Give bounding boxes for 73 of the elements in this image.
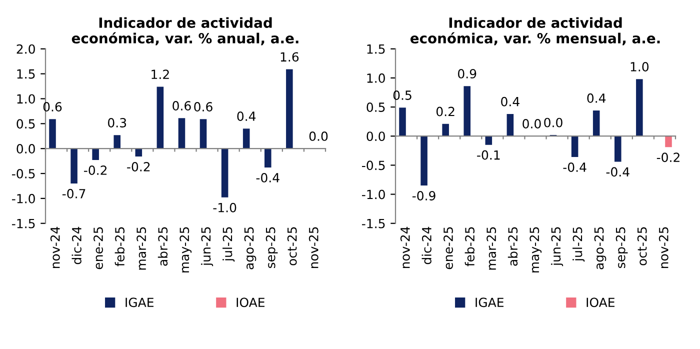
data-label: -0.4 xyxy=(606,167,630,177)
x-tick-label: ene-25 xyxy=(94,227,103,270)
data-label: 0.4 xyxy=(237,112,256,121)
y-tick-label: 0.5 xyxy=(16,119,35,129)
x-tick-label: jul-25 xyxy=(222,227,235,262)
legend-label: IGAE xyxy=(476,298,504,308)
data-label: 0.0 xyxy=(309,131,328,141)
chart-title: Indicador de actividad económica, var. % mensual, a.e. xyxy=(410,17,660,46)
y-tick-label: -0.5 xyxy=(362,160,385,170)
x-tick-label: may-25 xyxy=(180,227,192,272)
x-tick-label: nov-25 xyxy=(308,227,318,268)
y-tick-label: 0.5 xyxy=(366,102,385,112)
x-tick-label: mar-25 xyxy=(136,227,146,270)
data-label: 0.0 xyxy=(544,118,562,128)
x-tick-label: abr-25 xyxy=(158,227,168,266)
x-tick-label: oct-25 xyxy=(287,227,297,266)
legend-label: IGAE xyxy=(126,298,154,308)
data-label: -0.9 xyxy=(412,191,436,200)
y-tick-label: -1.0 xyxy=(12,194,35,204)
x-tick-label: jun-25 xyxy=(200,227,214,266)
x-tick-label: nov-24 xyxy=(400,226,410,268)
y-tick-label: 1.5 xyxy=(367,44,385,54)
x-tick-label: ene-25 xyxy=(444,227,453,270)
data-label: -0.4 xyxy=(256,172,280,182)
data-label: 1.6 xyxy=(280,52,299,62)
x-tick-label: ago-25 xyxy=(244,227,256,270)
data-label: 0.0 xyxy=(522,119,541,128)
chart-title: Indicador de actividad económica, var. % anual, a.e. xyxy=(72,17,298,46)
y-tick-label: 1.0 xyxy=(17,94,35,104)
data-label: -0.1 xyxy=(477,150,500,160)
y-tick-label: 0.0 xyxy=(366,132,385,142)
data-label: 1.0 xyxy=(630,62,649,72)
data-label: -0.2 xyxy=(127,162,150,172)
data-label: 1.2 xyxy=(152,70,169,79)
data-label: 0.3 xyxy=(108,118,126,128)
x-tick-label: dic-24 xyxy=(422,226,432,264)
data-label: -0.4 xyxy=(563,162,586,172)
x-tick-label: nov-25 xyxy=(658,227,668,268)
x-tick-label: nov-24 xyxy=(50,226,60,268)
y-tick-label: 0.0 xyxy=(16,144,35,154)
x-tick-label: mar-25 xyxy=(486,227,496,270)
data-label: 0.9 xyxy=(458,68,476,78)
y-tick-label: -0.5 xyxy=(12,168,35,178)
y-tick-label: 1.5 xyxy=(17,69,35,79)
data-label: -0.7 xyxy=(62,188,86,198)
legend-label: IOAE xyxy=(236,298,264,308)
data-label: 0.6 xyxy=(194,102,212,112)
x-tick-label: dic-24 xyxy=(72,226,82,264)
x-tick-label: feb-25 xyxy=(114,227,125,266)
x-tick-label: feb-25 xyxy=(464,227,475,266)
y-tick-label: -1.0 xyxy=(362,190,385,200)
data-label: 0.6 xyxy=(43,102,62,112)
x-tick-label: sep-25 xyxy=(616,227,628,268)
data-label: 0.4 xyxy=(587,93,606,103)
y-tick-label: -1.5 xyxy=(362,218,385,228)
data-label: -0.2 xyxy=(84,165,107,175)
data-label: 0.6 xyxy=(172,101,191,111)
data-label: -1.0 xyxy=(213,202,236,212)
data-label: -0.2 xyxy=(656,152,680,162)
y-tick-label: 1.0 xyxy=(367,73,385,83)
data-label: 0.4 xyxy=(501,96,520,106)
x-tick-label: sep-25 xyxy=(266,227,278,268)
y-tick-label: 2.0 xyxy=(16,44,35,54)
legend-label: IOAE xyxy=(586,298,614,308)
y-tick-label: -1.5 xyxy=(12,218,35,228)
x-tick-label: jun-25 xyxy=(550,227,564,266)
data-label: 0.5 xyxy=(393,90,412,100)
x-tick-label: abr-25 xyxy=(508,227,518,266)
x-tick-label: jul-25 xyxy=(572,227,585,262)
x-tick-label: oct-25 xyxy=(637,227,647,266)
x-tick-label: may-25 xyxy=(530,227,542,272)
x-tick-label: ago-25 xyxy=(594,227,606,270)
data-label: 0.2 xyxy=(436,106,454,116)
